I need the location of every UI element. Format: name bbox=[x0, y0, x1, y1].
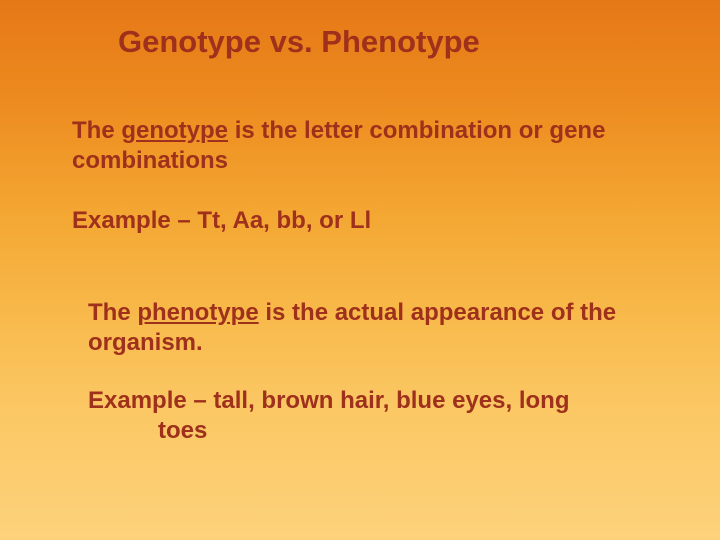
genotype-def-pre: The bbox=[72, 117, 121, 144]
phenotype-example-line2: toes bbox=[88, 416, 670, 446]
phenotype-example-line1: Example – tall, brown hair, blue eyes, l… bbox=[88, 387, 569, 414]
phenotype-example: Example – tall, brown hair, blue eyes, l… bbox=[88, 386, 670, 446]
genotype-example: Example – Tt, Aa, bb, or Ll bbox=[72, 206, 670, 236]
genotype-term: genotype bbox=[121, 117, 228, 144]
slide-title: Genotype vs. Phenotype bbox=[118, 24, 670, 60]
slide: Genotype vs. Phenotype The genotype is t… bbox=[0, 0, 720, 540]
phenotype-def-pre: The bbox=[88, 299, 137, 326]
phenotype-term: phenotype bbox=[137, 299, 258, 326]
phenotype-definition: The phenotype is the actual appearance o… bbox=[88, 298, 670, 358]
genotype-definition: The genotype is the letter combination o… bbox=[72, 116, 670, 176]
